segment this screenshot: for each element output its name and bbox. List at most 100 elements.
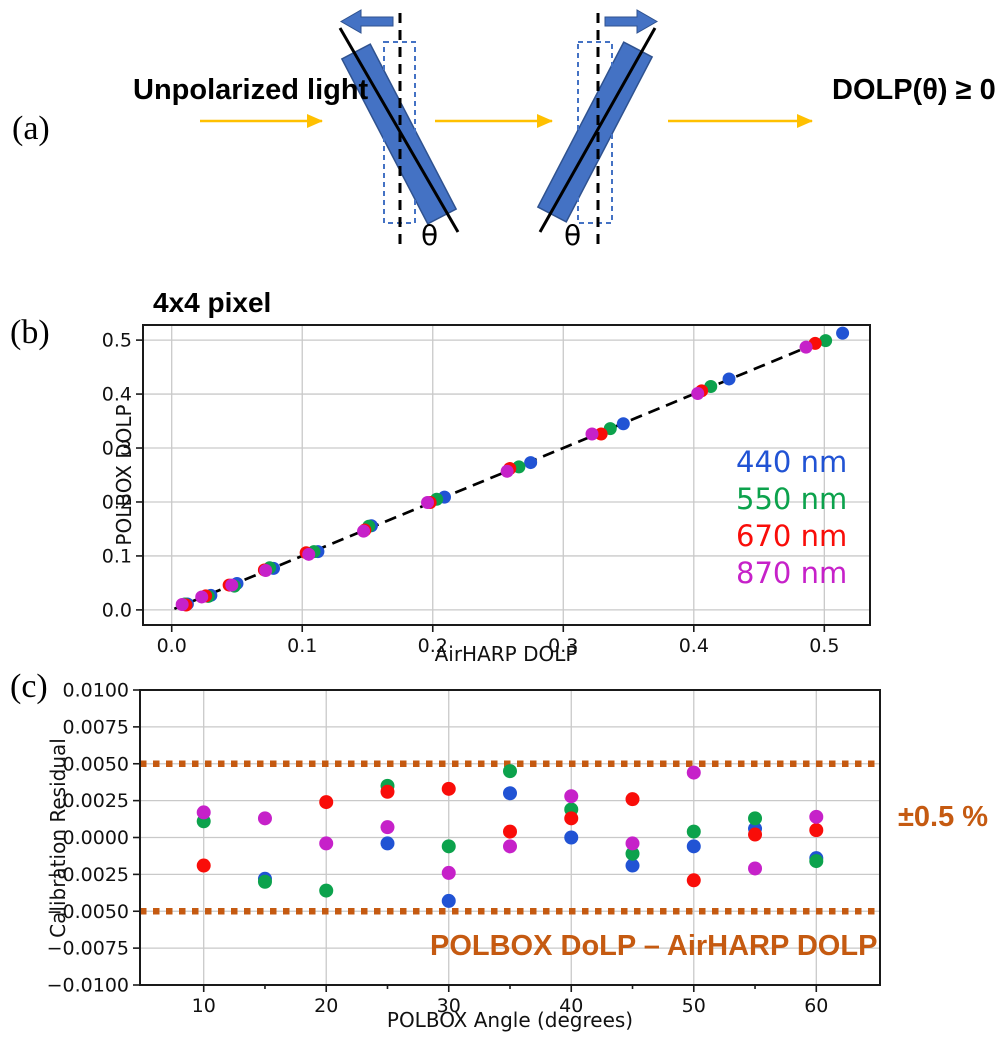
- data-point: [809, 809, 824, 824]
- y-tick-label: 0.1: [102, 545, 132, 567]
- panel-b-y-axis-label: POLBOX DOLP: [112, 404, 136, 546]
- data-point: [625, 836, 640, 851]
- legend-item-440nm: 440 nm: [736, 445, 848, 479]
- data-point: [686, 873, 701, 888]
- x-tick-label: 0.1: [287, 635, 317, 657]
- data-point: [564, 830, 579, 845]
- x-tick-label: 40: [559, 995, 583, 1017]
- x-tick-label: 0.4: [679, 635, 709, 657]
- right-polarizer-axis-line: [538, 27, 657, 233]
- y-tick-label: 0.0050: [63, 753, 129, 775]
- data-point: [748, 827, 763, 842]
- left-rotation-arrow-icon: [339, 9, 394, 34]
- data-point: [686, 824, 701, 839]
- calibration-residual-chart: 10 20 30 40 50 60 0.0100 0.0075 0.0050 0.0025 0.00…: [47, 680, 881, 1017]
- panel-c-x-axis-label: POLBOX Angle (degrees): [386, 1008, 634, 1032]
- data-point: [441, 781, 456, 796]
- residual-formula-annotation: POLBOX DoLP – AirHARP DOLP: [430, 930, 878, 962]
- data-point: [503, 824, 517, 839]
- data-point: [257, 874, 272, 889]
- y-tick-label: 0.2: [102, 491, 132, 513]
- data-point: [524, 456, 538, 470]
- data-point: [319, 836, 334, 851]
- y-tick-label: 0.5: [102, 330, 132, 352]
- x-tick-label: 0.3: [548, 635, 578, 657]
- data-point: [799, 340, 813, 354]
- unpolarized-light-label: Unpolarized light: [133, 74, 369, 106]
- panel-b-label: (b): [10, 314, 50, 351]
- data-point: [809, 823, 824, 838]
- data-point: [257, 811, 272, 826]
- data-point: [594, 427, 608, 441]
- data-point: [357, 524, 371, 538]
- data-point: [691, 387, 705, 401]
- x-tick-label: 0.5: [809, 635, 839, 657]
- data-point: [175, 597, 189, 611]
- data-point: [196, 858, 211, 873]
- right-rotation-arrow-icon: [604, 9, 659, 34]
- dolp-output-label: DOLP(θ) ≥ 0: [832, 74, 996, 106]
- data-point: [686, 839, 701, 854]
- data-point: [421, 496, 435, 510]
- wavelength-legend: 440 nm 550 nm 670 nm 870 nm: [736, 444, 847, 592]
- y-tick-label: 0.0000: [63, 827, 129, 849]
- polarizer-diagram: [200, 9, 813, 250]
- dolp-comparison-chart: 0.0 0.1 0.2 0.3 0.4 0.5 0.0 0.1 0.2 0.3 0.4 0.5: [102, 324, 871, 657]
- data-point: [225, 578, 239, 592]
- y-tick-label: 0.0025: [63, 790, 129, 812]
- data-point: [585, 427, 599, 441]
- data-point: [748, 811, 763, 826]
- y-tick-label: −0.0050: [47, 901, 129, 923]
- data-point: [625, 846, 640, 861]
- data-point: [722, 372, 736, 386]
- data-point: [259, 564, 273, 578]
- data-point: [380, 784, 395, 799]
- x-tick-label: 20: [314, 995, 338, 1017]
- data-point: [380, 820, 395, 835]
- data-point: [503, 839, 517, 854]
- data-point: [564, 789, 579, 804]
- data-point: [809, 854, 824, 869]
- data-point: [500, 464, 514, 478]
- x-tick-label: 30: [437, 995, 461, 1017]
- legend-item-870nm: 870 nm: [736, 556, 848, 590]
- panel-b-title: 4x4 pixel: [153, 287, 272, 318]
- data-point: [441, 865, 456, 880]
- y-tick-label: −0.0025: [47, 864, 129, 886]
- legend-item-670nm: 670 nm: [736, 519, 848, 553]
- data-point: [836, 326, 850, 340]
- y-tick-label: 0.4: [102, 384, 132, 406]
- data-point: [503, 764, 517, 779]
- data-point: [686, 765, 701, 780]
- band-threshold-label: ±0.5 %: [898, 801, 989, 833]
- data-point: [319, 883, 334, 898]
- y-tick-label: 0.0: [102, 599, 132, 621]
- y-tick-label: 0.0100: [63, 680, 129, 702]
- data-point: [195, 590, 209, 604]
- data-point: [196, 805, 211, 820]
- data-point: [616, 417, 630, 431]
- y-tick-label: −0.0100: [47, 975, 129, 997]
- data-point: [564, 811, 579, 826]
- data-point: [625, 792, 640, 807]
- data-point: [819, 334, 833, 348]
- theta-right-label: θ: [564, 219, 582, 252]
- y-tick-label: −0.0075: [47, 938, 129, 960]
- data-point: [625, 858, 640, 873]
- panel-b-x-axis-label: AirHARP DOLP: [434, 642, 578, 666]
- theta-left-label: θ: [421, 219, 439, 252]
- data-point: [441, 893, 456, 908]
- data-point: [441, 839, 456, 854]
- x-tick-label: 50: [682, 995, 706, 1017]
- panel-c-y-axis-label: Calibration Residual: [46, 738, 70, 938]
- y-tick-label: 0.3: [102, 438, 132, 460]
- x-tick-label: 0.0: [157, 635, 187, 657]
- left-polarizer-axis-line: [338, 27, 460, 233]
- data-point: [380, 836, 395, 851]
- x-tick-label: 60: [804, 995, 828, 1017]
- y-tick-label: 0.0075: [63, 716, 129, 738]
- panel-c-label: (c): [10, 668, 48, 705]
- x-tick-label: 10: [192, 995, 216, 1017]
- data-point: [503, 786, 517, 801]
